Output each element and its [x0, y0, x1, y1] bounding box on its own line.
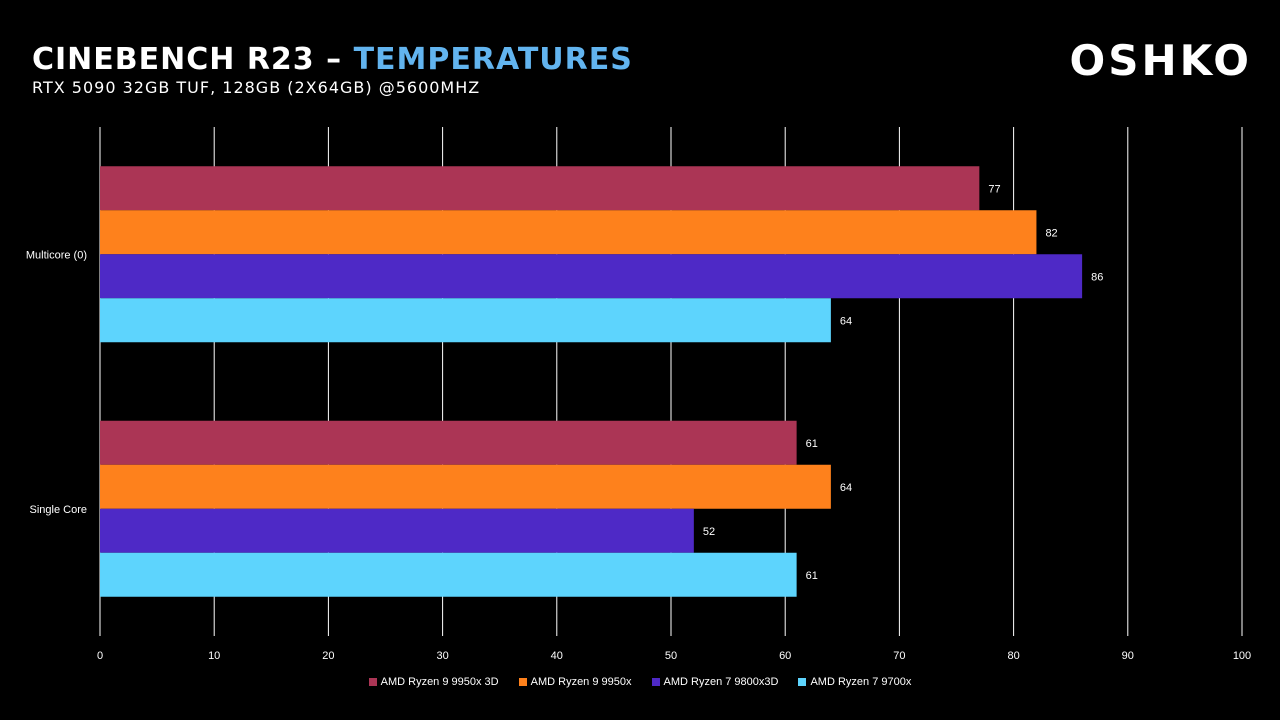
brand-logo: OSHKO [1069, 36, 1252, 85]
bar [100, 254, 1083, 299]
x-tick-label: 0 [97, 650, 103, 662]
bar [100, 552, 797, 597]
data-label: 61 [806, 570, 818, 582]
legend-label: AMD Ryzen 7 9700x [810, 676, 912, 688]
x-tick-label: 100 [1233, 650, 1251, 662]
data-label: 82 [1045, 227, 1057, 239]
x-tick-label: 40 [551, 650, 563, 662]
x-tick-label: 30 [436, 650, 448, 662]
x-tick-label: 80 [1007, 650, 1019, 662]
data-label: 61 [806, 438, 818, 450]
category-label: Single Core [30, 504, 87, 516]
legend-swatch [651, 678, 660, 686]
bar [100, 464, 831, 509]
legend-label: AMD Ryzen 7 9800x3D [663, 676, 779, 688]
bar [100, 210, 1037, 255]
data-label: 64 [840, 482, 852, 494]
legend-item: AMD Ryzen 7 9700x [798, 676, 911, 688]
x-tick-label: 20 [322, 650, 334, 662]
category-label: Multicore (0) [26, 249, 87, 261]
legend-item: AMD Ryzen 9 9950x 3D [368, 676, 499, 688]
title-highlight: Temperatures [353, 42, 633, 77]
chart-legend: AMD Ryzen 9 9950x 3D AMD Ryzen 9 9950x AMD… [0, 676, 1280, 688]
x-tick-label: 50 [665, 650, 677, 662]
legend-swatch [798, 678, 807, 686]
data-label: 77 [988, 183, 1000, 195]
title-main: Cinebench R23 – [32, 42, 354, 77]
data-label: 64 [840, 315, 852, 327]
legend-item: AMD Ryzen 9 9950x [518, 676, 632, 688]
bar [100, 166, 980, 211]
bar [100, 508, 694, 553]
legend-label: AMD Ryzen 9 9950x [530, 676, 632, 688]
data-label: 86 [1091, 271, 1103, 283]
data-label: 52 [703, 526, 715, 538]
chart-title: Cinebench R23 – Temperatures [32, 42, 633, 77]
bar [100, 420, 797, 465]
bar [100, 298, 831, 343]
legend-item: AMD Ryzen 7 9800x3D [651, 676, 779, 688]
x-tick-label: 90 [1122, 650, 1134, 662]
x-tick-label: 10 [208, 650, 220, 662]
legend-label: AMD Ryzen 9 9950x 3D [380, 676, 499, 688]
x-tick-label: 70 [893, 650, 905, 662]
legend-swatch [518, 678, 527, 686]
x-tick-label: 60 [779, 650, 791, 662]
chart-subtitle: RTX 5090 32GB TUF, 128GB (2x64GB) @5600M… [32, 78, 481, 97]
legend-swatch [368, 678, 377, 686]
